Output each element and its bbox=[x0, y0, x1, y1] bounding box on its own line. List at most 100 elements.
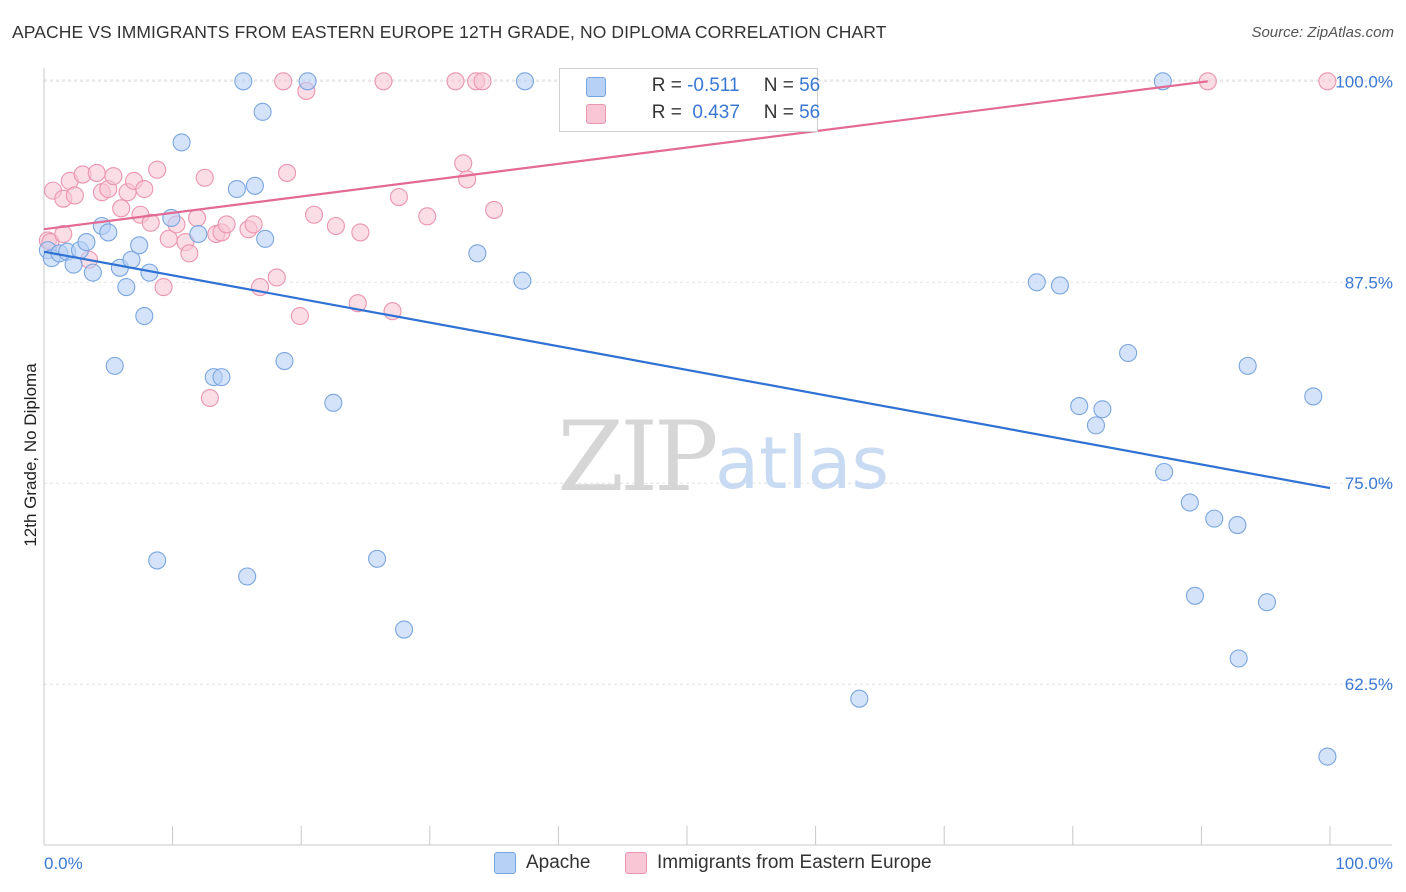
immigrants-point bbox=[305, 205, 324, 224]
immigrants-point bbox=[187, 208, 207, 228]
immigrants-point bbox=[244, 215, 263, 234]
immigrants-point bbox=[485, 200, 504, 219]
immigrants-point bbox=[65, 186, 84, 205]
immigrants-point bbox=[473, 72, 492, 91]
apache-point bbox=[1180, 493, 1199, 512]
apache-point bbox=[1070, 397, 1089, 416]
apache-point bbox=[99, 223, 118, 242]
immigrants-point bbox=[135, 179, 154, 199]
immigrants-point bbox=[104, 167, 123, 186]
apache-point bbox=[513, 271, 532, 290]
immigrants-trend-line bbox=[43, 80, 1208, 231]
y-tick-label: 62.5% bbox=[1345, 675, 1393, 694]
bottom-legend-label-apache: Apache bbox=[526, 852, 591, 873]
apache-point bbox=[172, 133, 191, 152]
apache-point bbox=[1185, 586, 1205, 605]
immigrants-point bbox=[290, 306, 309, 326]
apache-point bbox=[1229, 649, 1248, 668]
apache-point bbox=[1050, 276, 1069, 295]
apache-point bbox=[245, 176, 264, 195]
apache-point bbox=[298, 72, 317, 91]
bottom-legend-immigrants: Immigrants from Eastern Europe bbox=[625, 852, 932, 874]
apache-point bbox=[515, 72, 535, 91]
immigrants-point bbox=[1318, 72, 1337, 91]
immigrants-point bbox=[148, 160, 167, 179]
y-tick-label: 75.0% bbox=[1345, 474, 1393, 493]
apache-point bbox=[468, 244, 487, 263]
x-tick-label: 0.0% bbox=[44, 854, 83, 873]
immigrants-point bbox=[217, 215, 236, 234]
apache-point bbox=[395, 620, 414, 639]
legend-n-value: 56 bbox=[799, 75, 821, 96]
apache-point bbox=[234, 72, 253, 91]
immigrants-point bbox=[374, 72, 393, 91]
y-tick-label: 87.5% bbox=[1345, 273, 1393, 292]
legend-swatch-immigrants bbox=[586, 104, 606, 124]
immigrants-point bbox=[87, 163, 106, 182]
legend-r-label: R = bbox=[651, 102, 688, 123]
immigrants-point bbox=[274, 72, 293, 91]
immigrants-point bbox=[200, 388, 219, 408]
apache-trend-line bbox=[43, 250, 1331, 490]
bottom-legend-swatch-immigrants bbox=[625, 852, 647, 874]
axes bbox=[43, 68, 1392, 846]
x-tick-label: 100.0% bbox=[1335, 854, 1393, 873]
immigrants-point bbox=[278, 163, 297, 182]
apache-point bbox=[1238, 356, 1257, 375]
apache-point bbox=[256, 229, 275, 248]
bottom-legend-swatch-apache bbox=[494, 852, 516, 874]
watermark-zip: ZIP bbox=[557, 401, 716, 513]
immigrants-point bbox=[389, 188, 408, 207]
apache-point bbox=[212, 368, 231, 387]
legend-r-value: 0.437 bbox=[687, 102, 740, 123]
apache-point bbox=[135, 306, 154, 326]
apache-point bbox=[1318, 747, 1337, 766]
legend-n-value: 56 bbox=[799, 102, 821, 123]
immigrants-point bbox=[458, 170, 477, 189]
apache-point bbox=[1093, 400, 1112, 419]
apache-point bbox=[1257, 593, 1277, 612]
legend-n-label: N = bbox=[763, 102, 800, 123]
legend-r-label: R = bbox=[651, 75, 688, 96]
immigrants-point bbox=[195, 168, 214, 187]
apache-point bbox=[275, 352, 294, 371]
apache-point bbox=[77, 233, 96, 252]
bottom-legend-label-immigrants: Immigrants from Eastern Europe bbox=[657, 852, 932, 873]
chart-title: APACHE VS IMMIGRANTS FROM EASTERN EUROPE… bbox=[12, 22, 887, 42]
apache-point bbox=[324, 393, 343, 412]
bottom-legend-apache: Apache bbox=[494, 852, 590, 874]
trend-lines bbox=[43, 80, 1331, 490]
immigrants-point bbox=[267, 268, 286, 287]
y-tick-label: 100.0% bbox=[1335, 72, 1393, 91]
apache-point bbox=[83, 263, 102, 282]
apache-point bbox=[117, 278, 136, 297]
apache-point bbox=[1027, 273, 1046, 292]
immigrants-point bbox=[154, 278, 173, 297]
immigrants-point bbox=[446, 72, 465, 91]
correlation-legend: R = -0.511 N = 56 R = 0.437 N = 56 bbox=[559, 68, 821, 132]
apache-point bbox=[1155, 462, 1174, 482]
apache-point bbox=[1228, 515, 1247, 535]
legend-n-label: N = bbox=[763, 75, 800, 96]
apache-point bbox=[148, 551, 167, 570]
apache-point bbox=[105, 356, 124, 375]
apache-point bbox=[189, 224, 208, 244]
immigrants-point bbox=[351, 223, 370, 242]
immigrants-point bbox=[180, 244, 199, 263]
apache-point bbox=[1205, 509, 1224, 528]
immigrants-point bbox=[54, 224, 73, 244]
immigrants-point bbox=[418, 207, 437, 226]
apache-point bbox=[227, 179, 246, 199]
legend-r-value: -0.511 bbox=[687, 75, 740, 96]
apache-point bbox=[130, 236, 149, 255]
immigrants-point bbox=[454, 154, 473, 173]
apache-point bbox=[1304, 387, 1323, 406]
apache-point bbox=[1119, 343, 1138, 363]
watermark-atlas: atlas bbox=[715, 421, 889, 505]
legend-swatch-apache bbox=[586, 77, 606, 97]
series-apache-points bbox=[38, 72, 1337, 766]
immigrants-point bbox=[326, 216, 345, 236]
apache-point bbox=[238, 567, 257, 586]
immigrants-point bbox=[348, 294, 367, 313]
